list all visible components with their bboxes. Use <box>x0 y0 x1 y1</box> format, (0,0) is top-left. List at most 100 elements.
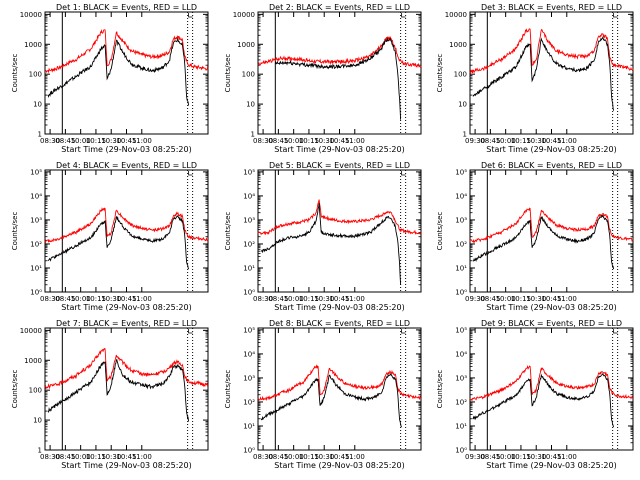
y-tick-label: 10⁴ <box>243 350 255 358</box>
y-axis-label: Counts/sec <box>436 54 444 93</box>
x-tick-label: 08:30 <box>40 295 60 303</box>
y-tick-label: 10⁰ <box>243 289 255 297</box>
interval-bracket <box>188 13 193 18</box>
y-tick-label: 10⁵ <box>243 326 255 334</box>
x-tick-label: 10:00 <box>496 453 516 461</box>
events-series-line <box>47 214 190 270</box>
x-tick-label: 10:15 <box>86 137 106 145</box>
interval-bracket <box>188 329 193 334</box>
y-tick-label: 10¹ <box>243 422 255 430</box>
x-tick-label: 08:45 <box>480 137 500 145</box>
x-tick-label: 10:00 <box>496 295 516 303</box>
x-tick-label: 10:30 <box>526 137 546 145</box>
y-tick-label: 10³ <box>455 374 467 382</box>
plot-frame <box>44 11 209 135</box>
x-tick-label: 08:45 <box>268 137 288 145</box>
x-tick-label: 10:45 <box>116 295 136 303</box>
detector-panel: Det 4: BLACK = Events, RED = LLD 10⁰ 10¹ 10… <box>11 161 209 312</box>
interval-bracket <box>401 171 406 176</box>
x-tick-label: 08:45 <box>480 453 500 461</box>
x-tick-label: 10:45 <box>541 137 561 145</box>
x-tick-label: 11:00 <box>345 295 365 303</box>
x-tick-label: 08:45 <box>268 453 288 461</box>
lld-series-line <box>45 29 209 74</box>
interval-bracket <box>613 171 618 176</box>
y-tick-label: 1000 <box>24 41 42 49</box>
y-tick-label: 10⁴ <box>455 192 467 200</box>
y-tick-label: 1000 <box>24 357 42 365</box>
y-tick-label: 10⁵ <box>455 168 467 176</box>
y-tick-label: 10⁰ <box>243 447 255 455</box>
x-tick-label: 10:45 <box>116 137 136 145</box>
lld-series-line <box>469 28 634 74</box>
x-tick-label: 11:00 <box>557 295 577 303</box>
y-axis-label: Counts/sec <box>11 54 19 93</box>
panel-title: Det 6: BLACK = Events, RED = LLD <box>481 161 622 170</box>
x-tick-label: 10:30 <box>526 295 546 303</box>
x-tick-label: 10:30 <box>101 137 121 145</box>
x-axis-label: Start Time (29-Nov-03 08:25:20) <box>61 461 191 470</box>
events-series-line <box>260 372 402 428</box>
y-tick-label: 10⁵ <box>30 168 42 176</box>
x-tick-label: 11:00 <box>132 295 152 303</box>
y-tick-label: 10² <box>455 240 467 248</box>
y-tick-label: 10000 <box>233 11 255 19</box>
y-tick-label: 10⁰ <box>30 289 42 297</box>
y-tick-label: 10 <box>33 417 42 425</box>
y-tick-label: 10⁴ <box>455 350 467 358</box>
y-tick-label: 10² <box>243 398 255 406</box>
events-series-line <box>472 35 615 111</box>
lld-series-line <box>257 199 422 236</box>
detector-panel: Det 2: BLACK = Events, RED = LLD 1 10 100 10… <box>224 3 422 154</box>
plot-frame <box>44 327 209 451</box>
x-tick-label: 11:00 <box>557 137 577 145</box>
interval-bracket <box>613 329 618 334</box>
x-axis-label: Start Time (29-Nov-03 08:25:20) <box>274 303 404 312</box>
x-tick-label: 10:45 <box>541 295 561 303</box>
x-axis-label: Start Time (29-Nov-03 08:25:20) <box>486 461 616 470</box>
y-tick-label: 100 <box>29 71 42 79</box>
y-tick-label: 1000 <box>237 41 255 49</box>
y-tick-label: 100 <box>29 387 42 395</box>
events-series-line <box>472 372 615 428</box>
panel-title: Det 3: BLACK = Events, RED = LLD <box>481 3 622 12</box>
plot-frame <box>44 169 209 293</box>
y-axis-label: Counts/sec <box>11 212 19 251</box>
y-tick-label: 10 <box>33 101 42 109</box>
y-axis-label: Counts/sec <box>436 370 444 409</box>
x-tick-label: 11:00 <box>345 137 365 145</box>
x-tick-label: 10:15 <box>299 453 319 461</box>
y-tick-label: 1 <box>38 131 42 139</box>
x-tick-label: 11:00 <box>132 137 152 145</box>
detector-panel: Det 1: BLACK = Events, RED = LLD 1 10 100 10… <box>11 3 209 154</box>
y-tick-label: 10¹ <box>30 264 42 272</box>
y-tick-label: 10⁰ <box>455 447 467 455</box>
x-tick-label: 10:45 <box>541 453 561 461</box>
x-tick-label: 10:30 <box>314 137 334 145</box>
x-tick-label: 10:15 <box>511 453 531 461</box>
panel-title: Det 8: BLACK = Events, RED = LLD <box>269 319 410 328</box>
lld-series-line <box>469 364 634 402</box>
plot-frame <box>257 11 422 135</box>
x-tick-label: 10:30 <box>314 453 334 461</box>
y-tick-label: 100 <box>454 71 467 79</box>
x-tick-label: 10:30 <box>101 295 121 303</box>
y-axis-label: Counts/sec <box>436 212 444 251</box>
x-tick-label: 10:45 <box>329 453 349 461</box>
interval-bracket <box>613 13 618 18</box>
x-tick-label: 10:00 <box>284 295 304 303</box>
events-series-line <box>261 203 402 285</box>
panel-title: Det 5: BLACK = Events, RED = LLD <box>269 161 410 170</box>
detector-panel: Det 9: BLACK = Events, RED = LLD 10⁰ 10¹ 10… <box>436 319 634 470</box>
events-series-line <box>472 214 615 270</box>
y-axis-label: Counts/sec <box>11 370 19 409</box>
x-tick-label: 08:30 <box>253 137 273 145</box>
plot-frame <box>257 169 422 293</box>
y-tick-label: 10¹ <box>455 264 467 272</box>
x-tick-label: 08:45 <box>55 453 75 461</box>
y-tick-label: 10² <box>243 240 255 248</box>
x-tick-label: 10:15 <box>86 295 106 303</box>
y-tick-label: 10⁵ <box>243 168 255 176</box>
x-tick-label: 09:30 <box>465 453 485 461</box>
x-tick-label: 08:30 <box>40 137 60 145</box>
